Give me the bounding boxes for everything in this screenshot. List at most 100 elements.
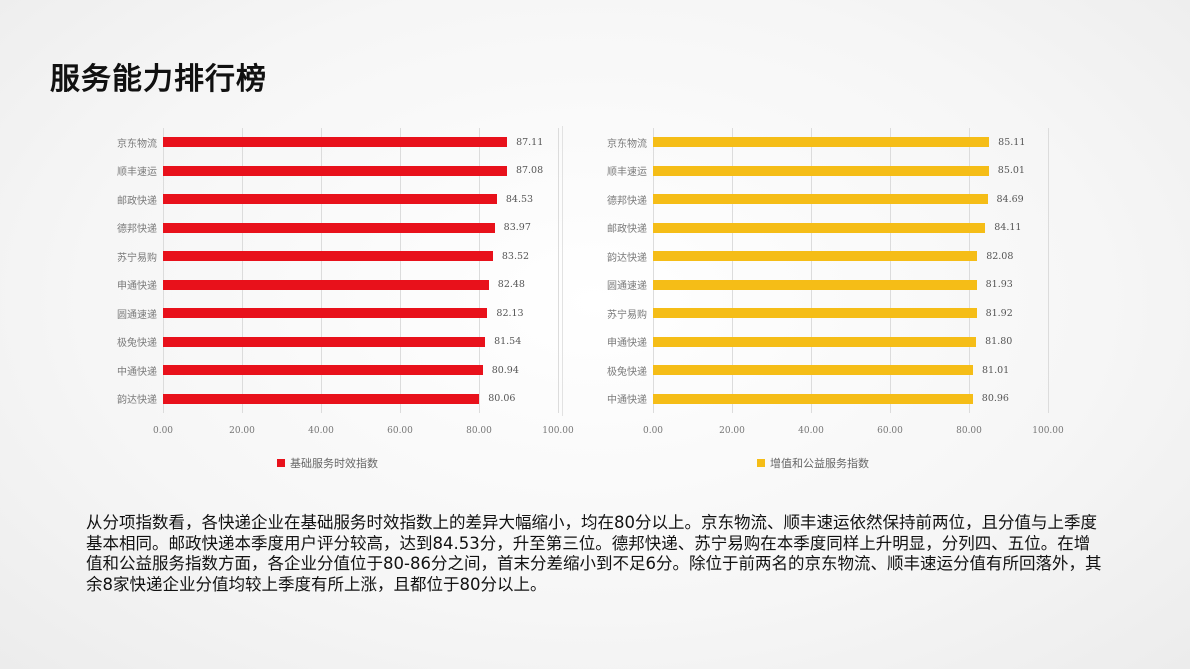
bar (163, 365, 483, 376)
value-label: 81.54 (494, 336, 522, 348)
category-label: 邮政快递 (607, 224, 647, 236)
category-label: 中通快递 (117, 366, 157, 378)
gridline (811, 128, 812, 413)
bar (653, 365, 973, 376)
gridline (242, 128, 243, 413)
summary-paragraph: 从分项指数看，各快递企业在基础服务时效指数上的差异大幅缩小，均在80分以上。京东… (86, 513, 1102, 594)
category-label: 京东物流 (607, 138, 647, 150)
value-label: 83.52 (501, 250, 530, 262)
page-title: 服务能力排行榜 (50, 62, 267, 97)
value-label: 85.01 (997, 165, 1025, 177)
bar (163, 222, 495, 233)
bar (163, 251, 493, 262)
bar (653, 165, 989, 176)
x-tick-label: 100.00 (1032, 426, 1064, 436)
bar-row: 苏宁易购 81.92 (585, 299, 1013, 328)
gridline (321, 128, 322, 413)
bar-row: 顺丰速运 87.08 (95, 157, 543, 186)
bar-row: 极兔快递 81.54 (95, 328, 521, 357)
x-tick-label: 80.00 (466, 426, 492, 436)
bar-row: 京东物流 87.11 (95, 128, 543, 157)
bar (163, 194, 497, 205)
value-label: 81.80 (985, 336, 1013, 348)
category-label: 极兔快递 (607, 366, 647, 378)
bar-row: 邮政快递 84.53 (95, 185, 533, 214)
value-label: 87.08 (515, 165, 544, 177)
plot-area: 0.00 20.00 40.00 60.00 80.00 100.00 京东物流 87.11 顺… (117, 128, 574, 436)
value-label: 81.92 (985, 307, 1013, 319)
gridline (558, 128, 559, 413)
category-label: 韵达快递 (117, 395, 157, 407)
bar-row: 圆通速递 81.93 (585, 271, 1013, 300)
value-label: 83.97 (503, 222, 531, 234)
value-label: 80.96 (981, 393, 1009, 405)
value-label: 80.94 (491, 364, 519, 376)
category-label: 极兔快递 (117, 338, 157, 350)
category-label: 顺丰速运 (607, 167, 647, 179)
x-tick-label: 20.00 (229, 426, 255, 436)
category-label: 苏宁易购 (117, 252, 157, 264)
bar (163, 279, 489, 290)
x-tick-label: 0.00 (642, 426, 664, 436)
gridline (163, 128, 164, 413)
x-tick-label: 60.00 (877, 426, 903, 436)
x-tick-label: 60.00 (387, 426, 413, 436)
value-label: 82.08 (986, 250, 1014, 262)
bar-row: 中通快递 80.96 (585, 385, 1009, 414)
gridline (732, 128, 733, 413)
category-label: 中通快递 (607, 395, 647, 407)
bar (653, 222, 986, 233)
bar (163, 165, 507, 176)
legend-label: 基础服务时效指数 (290, 457, 378, 470)
x-tick-label: 0.00 (152, 426, 174, 436)
x-tick-label: 40.00 (798, 426, 824, 436)
value-label: 84.53 (505, 193, 534, 205)
category-label: 顺丰速运 (117, 167, 157, 179)
category-label: 申通快递 (607, 338, 647, 350)
bar (163, 393, 480, 404)
bar-row: 京东物流 85.11 (585, 128, 1025, 157)
value-label: 85.11 (998, 136, 1026, 148)
chart-divider (562, 126, 563, 416)
plot-area: 0.00 20.00 40.00 60.00 80.00 100.00 京东物流 85.11 顺… (607, 128, 1064, 436)
bar (653, 194, 988, 205)
category-label: 邮政快递 (117, 195, 157, 207)
value-added-service-chart: 0.00 20.00 40.00 60.00 80.00 100.00 京东物流 85.11 顺… (585, 128, 1064, 478)
gridline (969, 128, 970, 413)
bar (653, 137, 990, 148)
category-label: 京东物流 (117, 138, 157, 150)
legend-swatch-icon (277, 459, 285, 467)
bar-row: 顺丰速运 85.01 (585, 157, 1025, 186)
bar (653, 308, 977, 319)
gridline (479, 128, 480, 413)
bar-row: 邮政快递 84.11 (585, 214, 1021, 243)
category-label: 圆通速递 (117, 309, 157, 321)
x-tick-label: 40.00 (308, 426, 334, 436)
category-label: 韵达快递 (607, 252, 647, 264)
gridline (890, 128, 891, 413)
value-label: 82.13 (496, 307, 524, 319)
bar-row: 德邦快递 84.69 (585, 185, 1024, 214)
bar-row: 中通快递 80.94 (95, 356, 519, 385)
category-label: 圆通速递 (607, 281, 647, 293)
category-label: 德邦快递 (117, 224, 157, 236)
gridline (400, 128, 401, 413)
x-tick-label: 100.00 (542, 426, 574, 436)
bar-row: 韵达快递 80.06 (95, 385, 515, 414)
bar-row: 申通快递 81.80 (585, 328, 1012, 357)
bar (163, 137, 508, 148)
bar (653, 336, 977, 347)
bar-row: 德邦快递 83.97 (95, 214, 531, 243)
x-tick-label: 20.00 (719, 426, 745, 436)
bar (163, 336, 486, 347)
value-label: 87.11 (516, 136, 544, 148)
gridline (653, 128, 654, 413)
value-label: 84.69 (996, 193, 1024, 205)
gridline (1048, 128, 1049, 413)
chart-legend: 基础服务时效指数 (277, 455, 378, 471)
value-label: 81.01 (981, 364, 1010, 376)
x-tick-label: 80.00 (956, 426, 982, 436)
value-label: 80.06 (488, 393, 516, 405)
category-label: 苏宁易购 (607, 309, 647, 321)
bar (653, 279, 977, 290)
